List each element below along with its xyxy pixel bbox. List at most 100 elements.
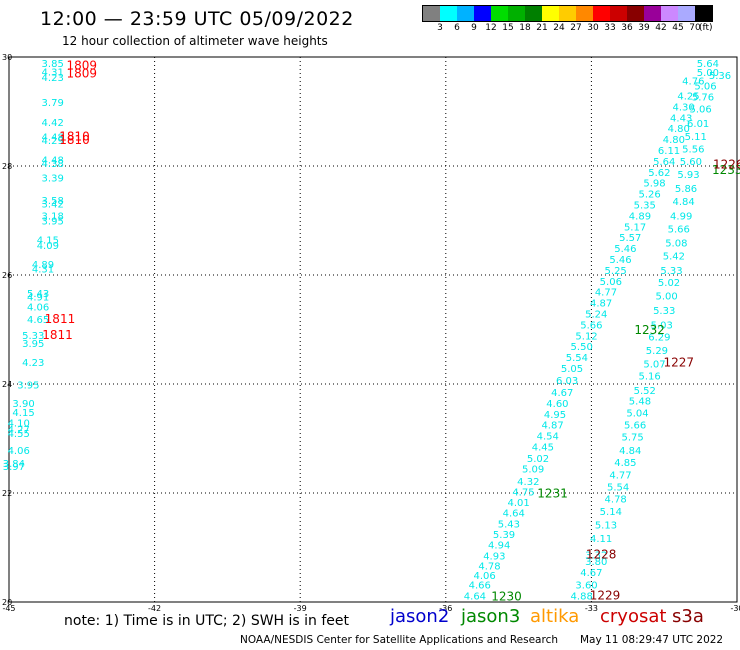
swh-point-label: 5.43 bbox=[498, 519, 520, 530]
pass-time-label: 1233 bbox=[712, 163, 740, 177]
pass-time-label: 1811 bbox=[45, 312, 76, 326]
swh-point-label: 4.64 bbox=[503, 508, 525, 519]
swh-point-label: 4.01 bbox=[507, 498, 529, 509]
swh-point-label: 5.64 bbox=[697, 59, 719, 70]
swh-point-label: 5.66 bbox=[624, 421, 646, 432]
swh-point-label: 5.66 bbox=[580, 320, 602, 331]
swh-point-label: 5.52 bbox=[634, 386, 656, 397]
swh-point-label: 4.15 bbox=[37, 235, 59, 246]
swh-point-label: 4.10 bbox=[8, 419, 30, 430]
swh-point-label: 3.80 bbox=[585, 557, 607, 568]
swh-point-label: 4.67 bbox=[580, 568, 602, 579]
color-swatch bbox=[610, 6, 627, 21]
pass-time-label: 1809 bbox=[67, 67, 98, 81]
swh-point-label: 4.42 bbox=[42, 118, 64, 129]
swh-point-label: 3.90 bbox=[12, 399, 34, 410]
swh-point-label: 4.06 bbox=[27, 302, 49, 313]
color-scale-level: 27 bbox=[570, 23, 582, 33]
x-tick-label: -30 bbox=[730, 604, 740, 613]
chart-subtitle: 12 hour collection of altimeter wave hei… bbox=[62, 34, 328, 48]
swh-point-label: 4.54 bbox=[537, 432, 559, 443]
swh-point-label: 5.13 bbox=[595, 520, 617, 531]
swh-point-label: 5.42 bbox=[663, 252, 685, 263]
color-swatch bbox=[661, 6, 678, 21]
swh-point-label: 3.32 bbox=[585, 550, 607, 561]
swh-point-label: 4.84 bbox=[619, 446, 641, 457]
swh-point-label: 5.17 bbox=[624, 222, 646, 233]
timestamp-text: May 11 08:29:47 UTC 2022 bbox=[580, 634, 724, 646]
swh-point-label: 5.12 bbox=[575, 331, 597, 342]
swh-point-label: 4.66 bbox=[469, 580, 491, 591]
swh-point-label: 4.93 bbox=[483, 551, 505, 562]
swh-point-label: 4.95 bbox=[544, 410, 566, 421]
color-swatch bbox=[491, 6, 508, 21]
swh-point-label: 4.87 bbox=[590, 299, 612, 310]
pass-time-label: 1229 bbox=[590, 588, 621, 602]
color-scale-level: 21 bbox=[536, 23, 548, 33]
color-scale-level: 9 bbox=[471, 23, 477, 33]
swh-point-label: 5.00 bbox=[697, 68, 719, 79]
color-scale-level: 12 bbox=[485, 23, 497, 33]
swh-point-label: 6.01 bbox=[687, 119, 709, 130]
swh-point-label: 4.67 bbox=[551, 388, 573, 399]
color-scale-level: 36 bbox=[621, 23, 633, 33]
y-tick-label: 20 bbox=[2, 598, 12, 607]
color-swatch bbox=[542, 6, 559, 21]
swh-point-label: 4.91 bbox=[27, 293, 49, 304]
pass-time-label: 1227 bbox=[663, 356, 694, 370]
swh-point-label: 4.89 bbox=[32, 260, 54, 271]
y-tick-label: 24 bbox=[2, 380, 12, 389]
swh-point-label: 3.79 bbox=[42, 98, 64, 109]
swh-point-label: 4.31 bbox=[42, 68, 64, 79]
swh-point-label: 4.77 bbox=[609, 470, 631, 481]
swh-point-label: 5.64 bbox=[653, 157, 675, 168]
swh-point-label: 5.62 bbox=[648, 168, 670, 179]
swh-point-label: 4.60 bbox=[546, 399, 568, 410]
swh-point-label: 5.48 bbox=[629, 397, 651, 408]
swh-point-label: 4.32 bbox=[517, 477, 539, 488]
swh-point-label: 4.48 bbox=[42, 132, 64, 143]
color-swatch bbox=[695, 6, 712, 21]
swh-point-label: 5.66 bbox=[668, 224, 690, 235]
pass-time-label: 1226 bbox=[713, 158, 740, 172]
swh-point-label: 4.25 bbox=[677, 92, 699, 103]
swh-point-label: 4.78 bbox=[478, 561, 500, 572]
swh-point-label: 4.06 bbox=[473, 571, 495, 582]
swh-point-label: 5.50 bbox=[571, 342, 593, 353]
swh-point-label: 4.76 bbox=[682, 76, 704, 87]
swh-point-label: 4.89 bbox=[629, 211, 651, 222]
color-swatch bbox=[627, 6, 644, 21]
swh-point-label: 5.35 bbox=[634, 201, 656, 212]
swh-point-label: 6.11 bbox=[658, 146, 680, 157]
swh-point-label: 4.31 bbox=[32, 264, 54, 275]
swh-point-label: 5.56 bbox=[682, 144, 704, 155]
swh-point-label: 5.75 bbox=[622, 433, 644, 444]
swh-point-label: 4.84 bbox=[672, 197, 694, 208]
swh-point-label: 4.80 bbox=[668, 124, 690, 135]
x-tick-label: -39 bbox=[294, 604, 307, 613]
color-scale-level: 39 bbox=[638, 23, 650, 33]
swh-point-label: 4.30 bbox=[672, 102, 694, 113]
swh-point-label: 5.93 bbox=[677, 170, 699, 181]
swh-point-label: 5.26 bbox=[639, 190, 661, 201]
color-swatch bbox=[559, 6, 576, 21]
swh-point-label: 3.18 bbox=[42, 211, 64, 222]
swh-point-label: 6.29 bbox=[648, 332, 670, 343]
swh-point-label: 4.09 bbox=[37, 241, 59, 252]
swh-point-label: 5.57 bbox=[619, 233, 641, 244]
color-scale-level: 33 bbox=[604, 23, 616, 33]
swh-point-label: 3.95 bbox=[42, 216, 64, 227]
swh-point-label: 3.39 bbox=[42, 173, 64, 184]
swh-point-label: 5.46 bbox=[614, 244, 636, 255]
pass-time-label: 1810 bbox=[59, 129, 90, 143]
swh-point-label: 3.60 bbox=[575, 580, 597, 591]
swh-point-label: 5.08 bbox=[665, 239, 687, 250]
satellite-label-jason3: jason3 bbox=[461, 606, 521, 627]
color-swatch bbox=[440, 6, 457, 21]
color-swatch bbox=[678, 6, 695, 21]
swh-point-label: 5.25 bbox=[605, 266, 627, 277]
swh-point-label: 5.06 bbox=[694, 82, 716, 93]
swh-point-label: 4.06 bbox=[8, 446, 30, 457]
swh-point-label: 4.94 bbox=[488, 541, 510, 552]
swh-point-label: 5.29 bbox=[646, 346, 668, 357]
